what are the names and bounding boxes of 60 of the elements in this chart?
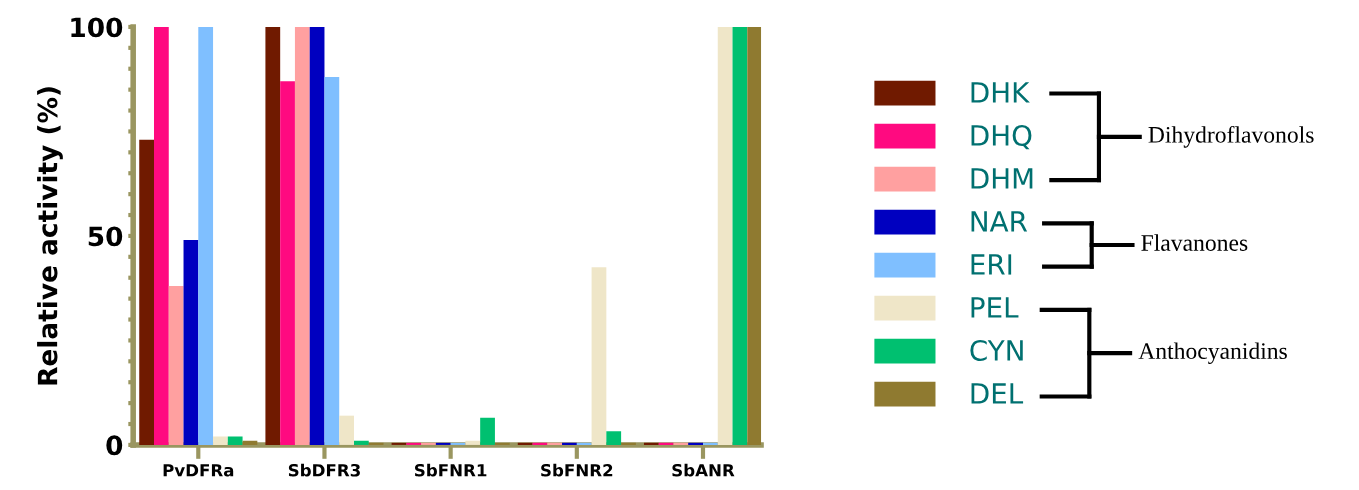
bar (213, 436, 228, 445)
bar (368, 442, 384, 445)
bar (450, 442, 466, 445)
y-tick-label: 0 (106, 435, 123, 456)
bar (339, 415, 354, 445)
text: Dihydroflavonols (1148, 125, 1314, 148)
text: Anthocyanidins (1138, 342, 1287, 364)
bar (242, 440, 258, 445)
bar (168, 286, 184, 445)
bar (353, 440, 369, 445)
legend-label: NAR (971, 211, 1028, 232)
bar (280, 81, 295, 445)
y-axis-title: Relative activity (%) (37, 87, 63, 385)
bar (621, 442, 636, 445)
x-tick-label: SbFNR1 (414, 463, 487, 477)
legend-label: CYN (970, 339, 1023, 361)
bar (294, 26, 310, 445)
bar (324, 77, 340, 445)
bar (465, 440, 481, 445)
bar (391, 442, 407, 445)
y-tick-label: 100 (71, 17, 123, 38)
bar (139, 139, 154, 445)
bar (517, 442, 533, 445)
bar (421, 442, 436, 445)
bar (591, 267, 607, 445)
bar (227, 436, 243, 445)
bar (198, 26, 214, 445)
bar (747, 26, 762, 445)
legend-label: ERI (971, 254, 1012, 275)
bar (532, 442, 548, 445)
x-tick-label: SbANR (672, 463, 735, 477)
bar (703, 442, 718, 445)
legend-label: DHM (971, 168, 1033, 189)
bar (183, 240, 199, 445)
legend-label: DEL (971, 383, 1024, 404)
legend-label: DHQ (971, 124, 1032, 150)
text: Flavanones (1141, 234, 1248, 251)
bar (265, 26, 281, 445)
bar (154, 26, 169, 445)
bar (480, 417, 495, 445)
bar (547, 442, 563, 445)
bar (673, 442, 689, 445)
bar (643, 442, 659, 445)
bar (435, 442, 451, 445)
y-tick-label: 50 (88, 226, 123, 247)
x-tick-label: SbFNR2 (541, 463, 613, 477)
bar (732, 26, 748, 445)
bar (717, 26, 733, 445)
bar (658, 442, 674, 445)
bar (309, 26, 325, 445)
bar (606, 431, 622, 445)
legend-label: DHK (971, 82, 1030, 103)
bar (688, 442, 703, 445)
x-tick-label: SbDFR3 (288, 463, 360, 477)
x-tick-label: PvDFRa (163, 464, 234, 477)
bar (562, 442, 577, 445)
bar (576, 442, 592, 445)
legend-label: PEL (971, 297, 1019, 318)
bar (406, 442, 422, 445)
bar (494, 442, 510, 445)
